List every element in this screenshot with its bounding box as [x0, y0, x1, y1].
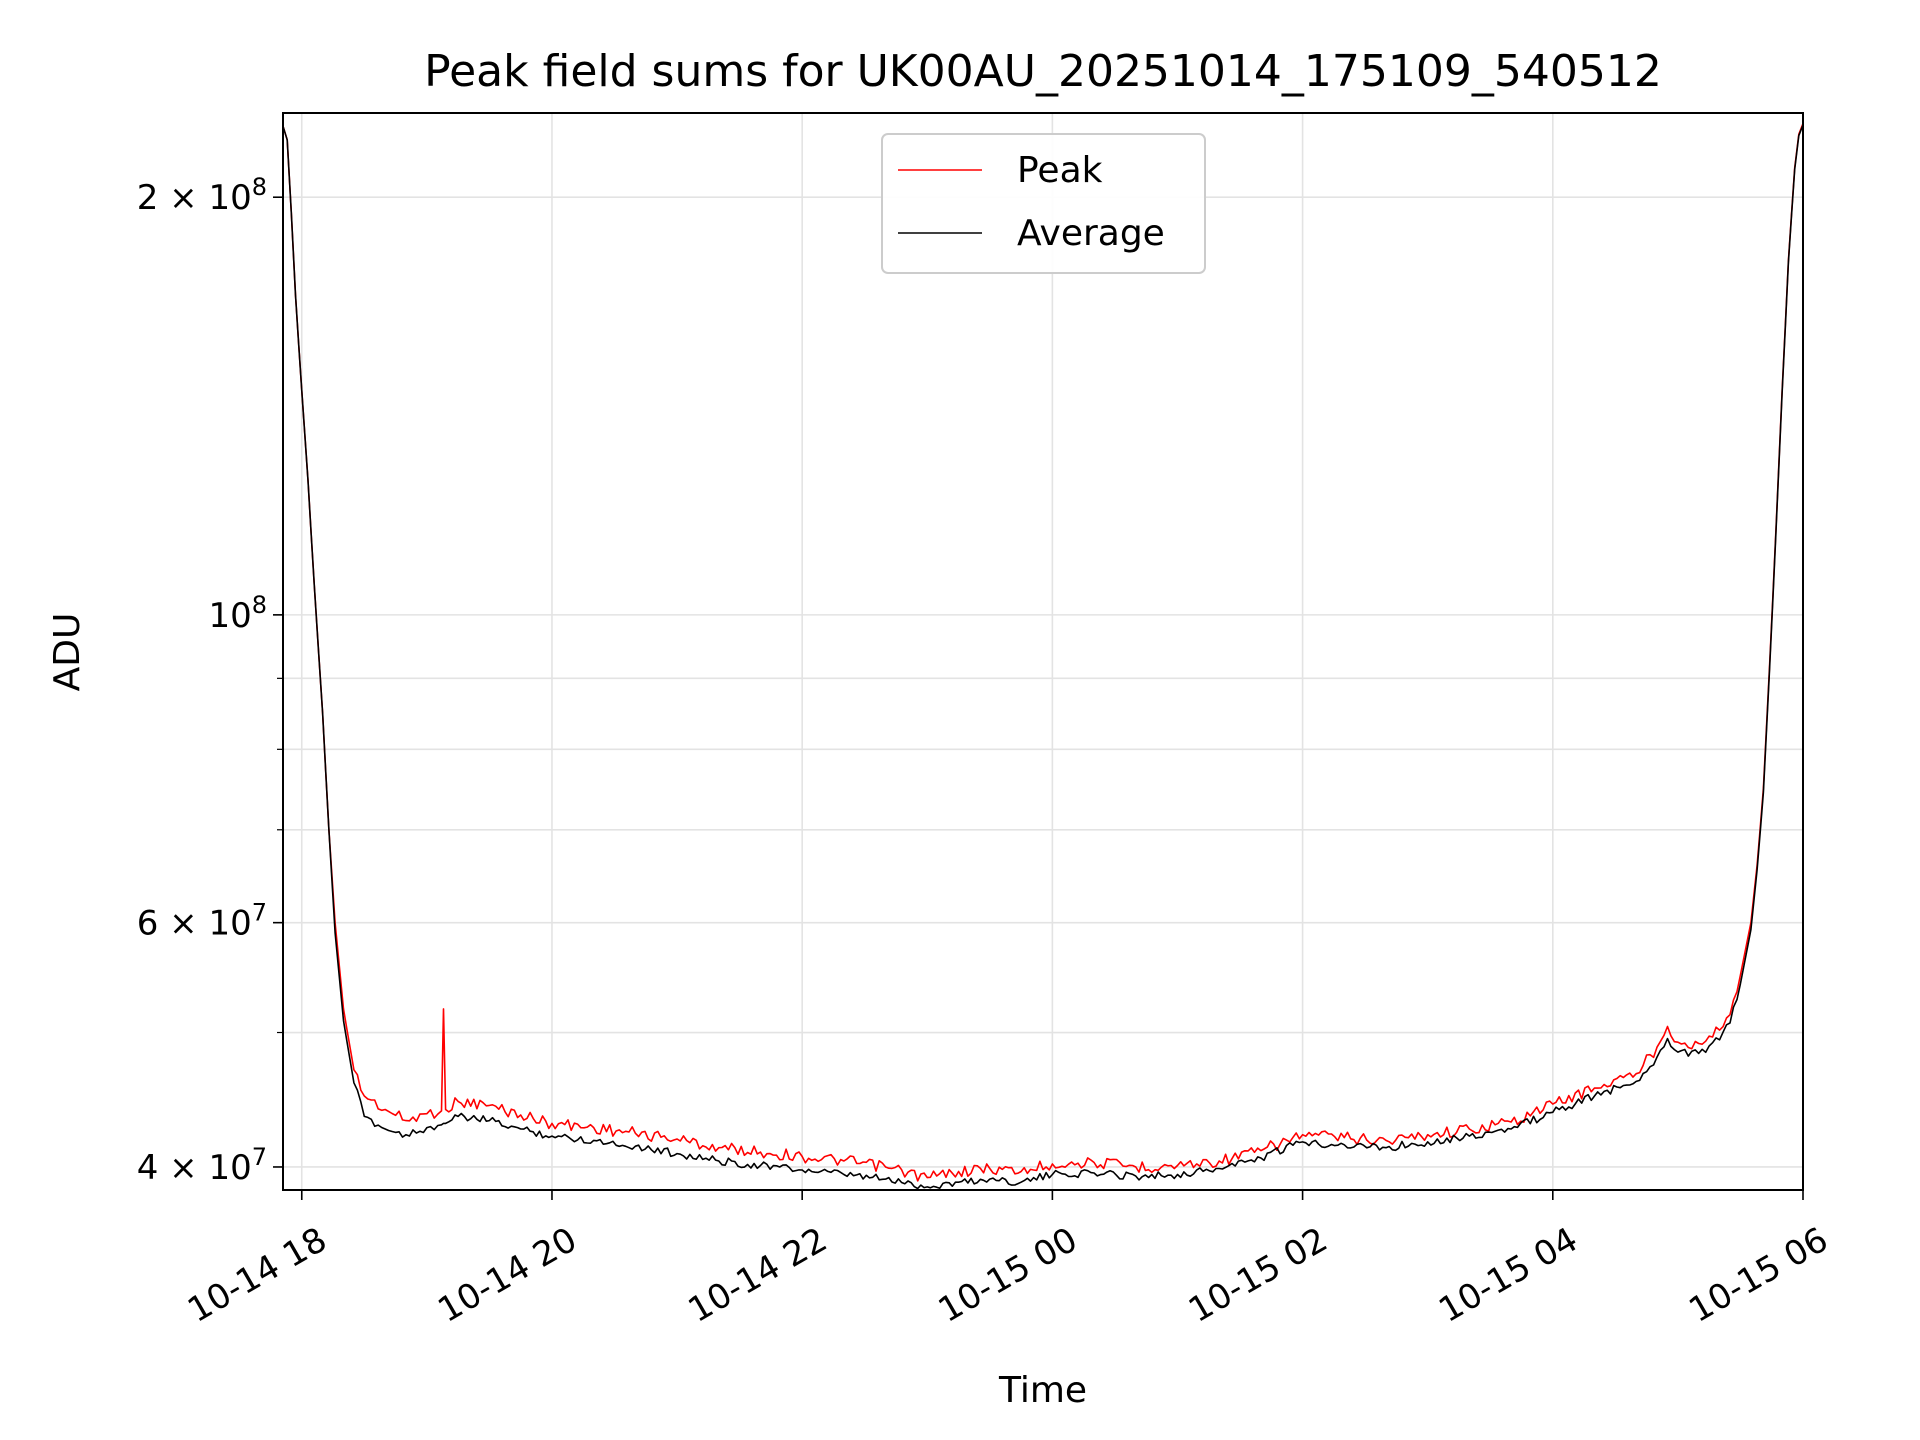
x-axis-label: Time: [998, 1370, 1087, 1411]
legend-box: [881, 133, 1206, 274]
y-tick-label: 108: [208, 591, 267, 636]
series-line-average: [282, 124, 1804, 1190]
series-layer: [282, 123, 1804, 1190]
series-line-peak: [282, 123, 1804, 1182]
y-tick-label: 4 × 107: [137, 1143, 267, 1188]
y-axis-label: ADU: [47, 613, 88, 692]
legend-average-label: Average: [1017, 213, 1165, 254]
grid: [283, 113, 1803, 1190]
legend-peak-label: Peak: [1017, 150, 1103, 191]
legend: Peak Average: [881, 133, 1206, 274]
y-tick-label: 6 × 107: [137, 899, 267, 944]
plot-frame: [282, 112, 1804, 1191]
chart-title: Peak field sums for UK00AU_20251014_1751…: [424, 46, 1662, 97]
y-tick-label: 2 × 108: [137, 173, 267, 218]
